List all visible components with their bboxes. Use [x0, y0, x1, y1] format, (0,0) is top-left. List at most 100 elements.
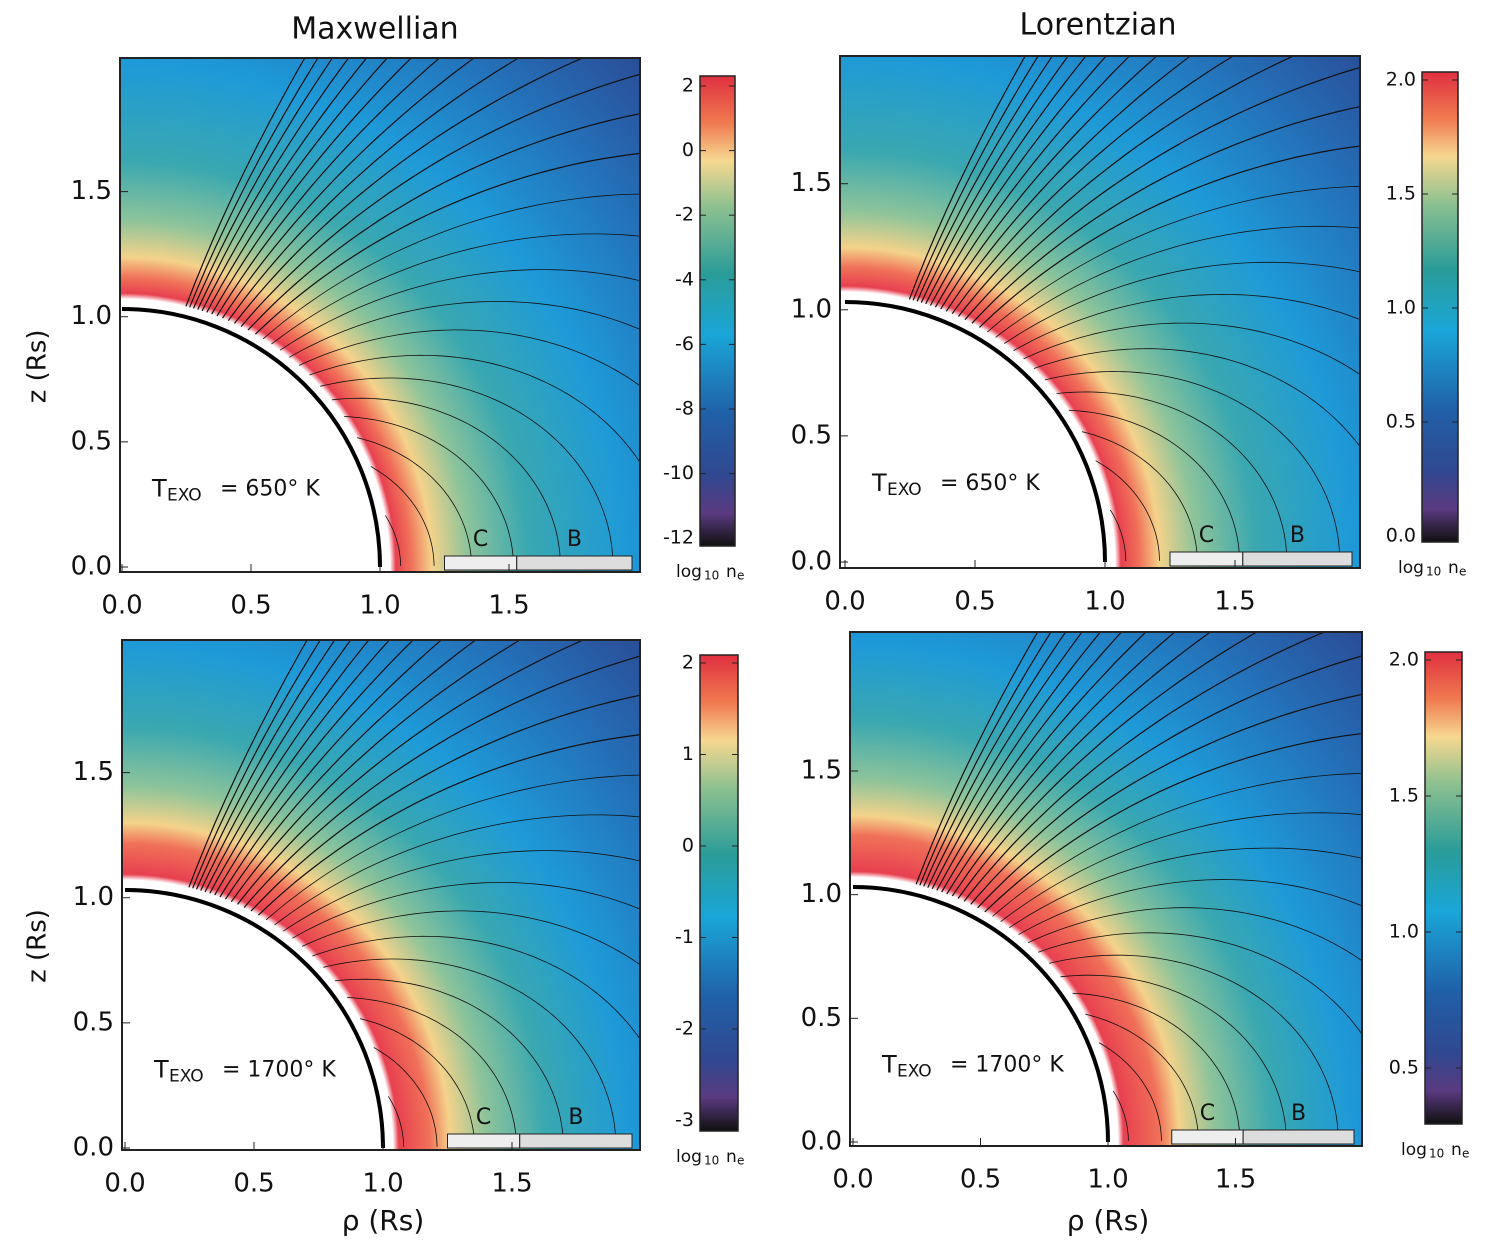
field-line: [347, 997, 517, 1146]
x-tick-label: 0.0: [104, 1169, 145, 1199]
field-line: [1038, 932, 1362, 1036]
colorbar: [1421, 71, 1459, 543]
y-tick-label: 0.0: [73, 1133, 114, 1163]
plot: [122, 640, 640, 1150]
ring-label: B: [567, 527, 582, 552]
colorbar-label: n: [726, 562, 737, 582]
colorbar-tick-label: -2: [675, 204, 694, 226]
field-line: [1023, 322, 1360, 375]
temp-symbol: T: [153, 1056, 169, 1084]
y-tick-label: 1.0: [801, 879, 842, 909]
colorbar-label: e: [1459, 565, 1466, 579]
colorbar: [1424, 651, 1463, 1125]
colorbar-label: e: [737, 569, 744, 583]
plot-frame: [849, 631, 1363, 1147]
field-line: [1072, 992, 1241, 1140]
y-tick-label: 1.5: [791, 168, 832, 198]
field-line: [957, 632, 1259, 899]
field-line: [257, 734, 640, 916]
temp-symbol: T: [151, 475, 167, 503]
field-line: [282, 850, 640, 932]
temp-value: = 650° K: [940, 471, 1040, 496]
x-tick-label: 1.0: [1087, 1165, 1128, 1195]
ring-label: C: [1200, 1101, 1215, 1126]
plot: [120, 58, 640, 572]
x-axis-label: ρ (Rs): [342, 1204, 425, 1237]
field-line: [334, 978, 564, 1147]
colorbar-tick-label: 0: [682, 139, 694, 161]
temp-value: = 1700° K: [950, 1053, 1064, 1078]
field-line: [370, 466, 435, 566]
colorbar-label: log: [676, 562, 702, 582]
field-line: [357, 437, 472, 567]
field-line: [1109, 509, 1127, 562]
planet-edge: [844, 300, 1107, 563]
y-tick-label: 0.0: [71, 552, 112, 582]
ring-box: [1242, 1129, 1355, 1145]
field-line: [240, 73, 640, 327]
field-line: [1098, 1042, 1162, 1141]
x-tick-label: 1.0: [1084, 587, 1125, 617]
x-tick-label: 1.5: [1215, 1165, 1256, 1195]
colorbar-label: 10: [704, 569, 719, 583]
planet: [853, 887, 1108, 1142]
field-line: [262, 193, 640, 340]
x-tick-label: 0.5: [960, 1165, 1001, 1195]
ring-label: C: [476, 1105, 491, 1130]
field-line: [978, 145, 1360, 328]
field-line: [250, 694, 640, 912]
field-line: [279, 269, 640, 351]
colorbar-tick-label: 2: [682, 75, 694, 97]
colorbar-tick-label: -1: [675, 926, 694, 948]
colorbar-label: log: [1398, 558, 1424, 578]
field-line: [234, 58, 585, 324]
temp-value: = 650° K: [220, 477, 320, 502]
y-tick-label: 0.0: [801, 1127, 842, 1157]
planet: [122, 309, 380, 567]
field-line: [1060, 974, 1287, 1141]
field-line: [992, 772, 1362, 917]
y-tick-label: 0.5: [71, 426, 112, 456]
ring-box: [1242, 551, 1353, 567]
y-axis-label: z (Rs): [23, 909, 53, 983]
x-tick-label: 0.5: [233, 1169, 274, 1199]
x-tick-label: 0.0: [101, 591, 142, 621]
ring-label: B: [1291, 1101, 1306, 1126]
field-line: [309, 354, 640, 464]
colorbar-tick-label: 2.0: [1386, 69, 1416, 91]
plot-frame: [121, 639, 641, 1151]
ring-box: [447, 1133, 521, 1149]
y-tick-label: 0.0: [791, 547, 832, 577]
planet-edge: [124, 888, 385, 1149]
colorbar-tick-label: -6: [675, 333, 694, 355]
field-line: [946, 632, 1176, 895]
colorbar-tick-label: 1: [682, 743, 694, 765]
field-line: [1009, 847, 1362, 929]
field-line: [331, 397, 561, 566]
field-line: [995, 225, 1360, 338]
colorbar-tick-label: -2: [675, 1018, 694, 1040]
field-line: [265, 774, 640, 921]
colorbar: [699, 654, 739, 1132]
field-line: [344, 416, 514, 565]
ring-box: [1171, 1129, 1244, 1145]
ring-box: [1169, 551, 1244, 567]
field-line: [243, 655, 640, 908]
y-tick-label: 1.5: [71, 176, 112, 206]
colorbar-tick-label: 1.0: [1386, 297, 1416, 319]
x-tick-label: 0.0: [832, 1165, 873, 1195]
colorbar-tick-label: -3: [675, 1109, 694, 1131]
field-line: [292, 882, 640, 939]
colorbar-tick-label: 0.5: [1386, 411, 1416, 433]
y-tick-label: 1.5: [801, 755, 842, 785]
colorbar-tick-label: 2.0: [1389, 649, 1419, 671]
colorbar-label: 10: [1426, 565, 1441, 579]
x-tick-label: 1.5: [491, 1169, 532, 1199]
ring-box: [519, 1133, 633, 1149]
colorbar-tick-label: 0.0: [1386, 525, 1416, 547]
field-line: [1044, 371, 1341, 558]
temp-symbol: T: [871, 469, 887, 497]
field-line: [274, 814, 640, 926]
temp-subscript: EXO: [897, 1062, 932, 1082]
